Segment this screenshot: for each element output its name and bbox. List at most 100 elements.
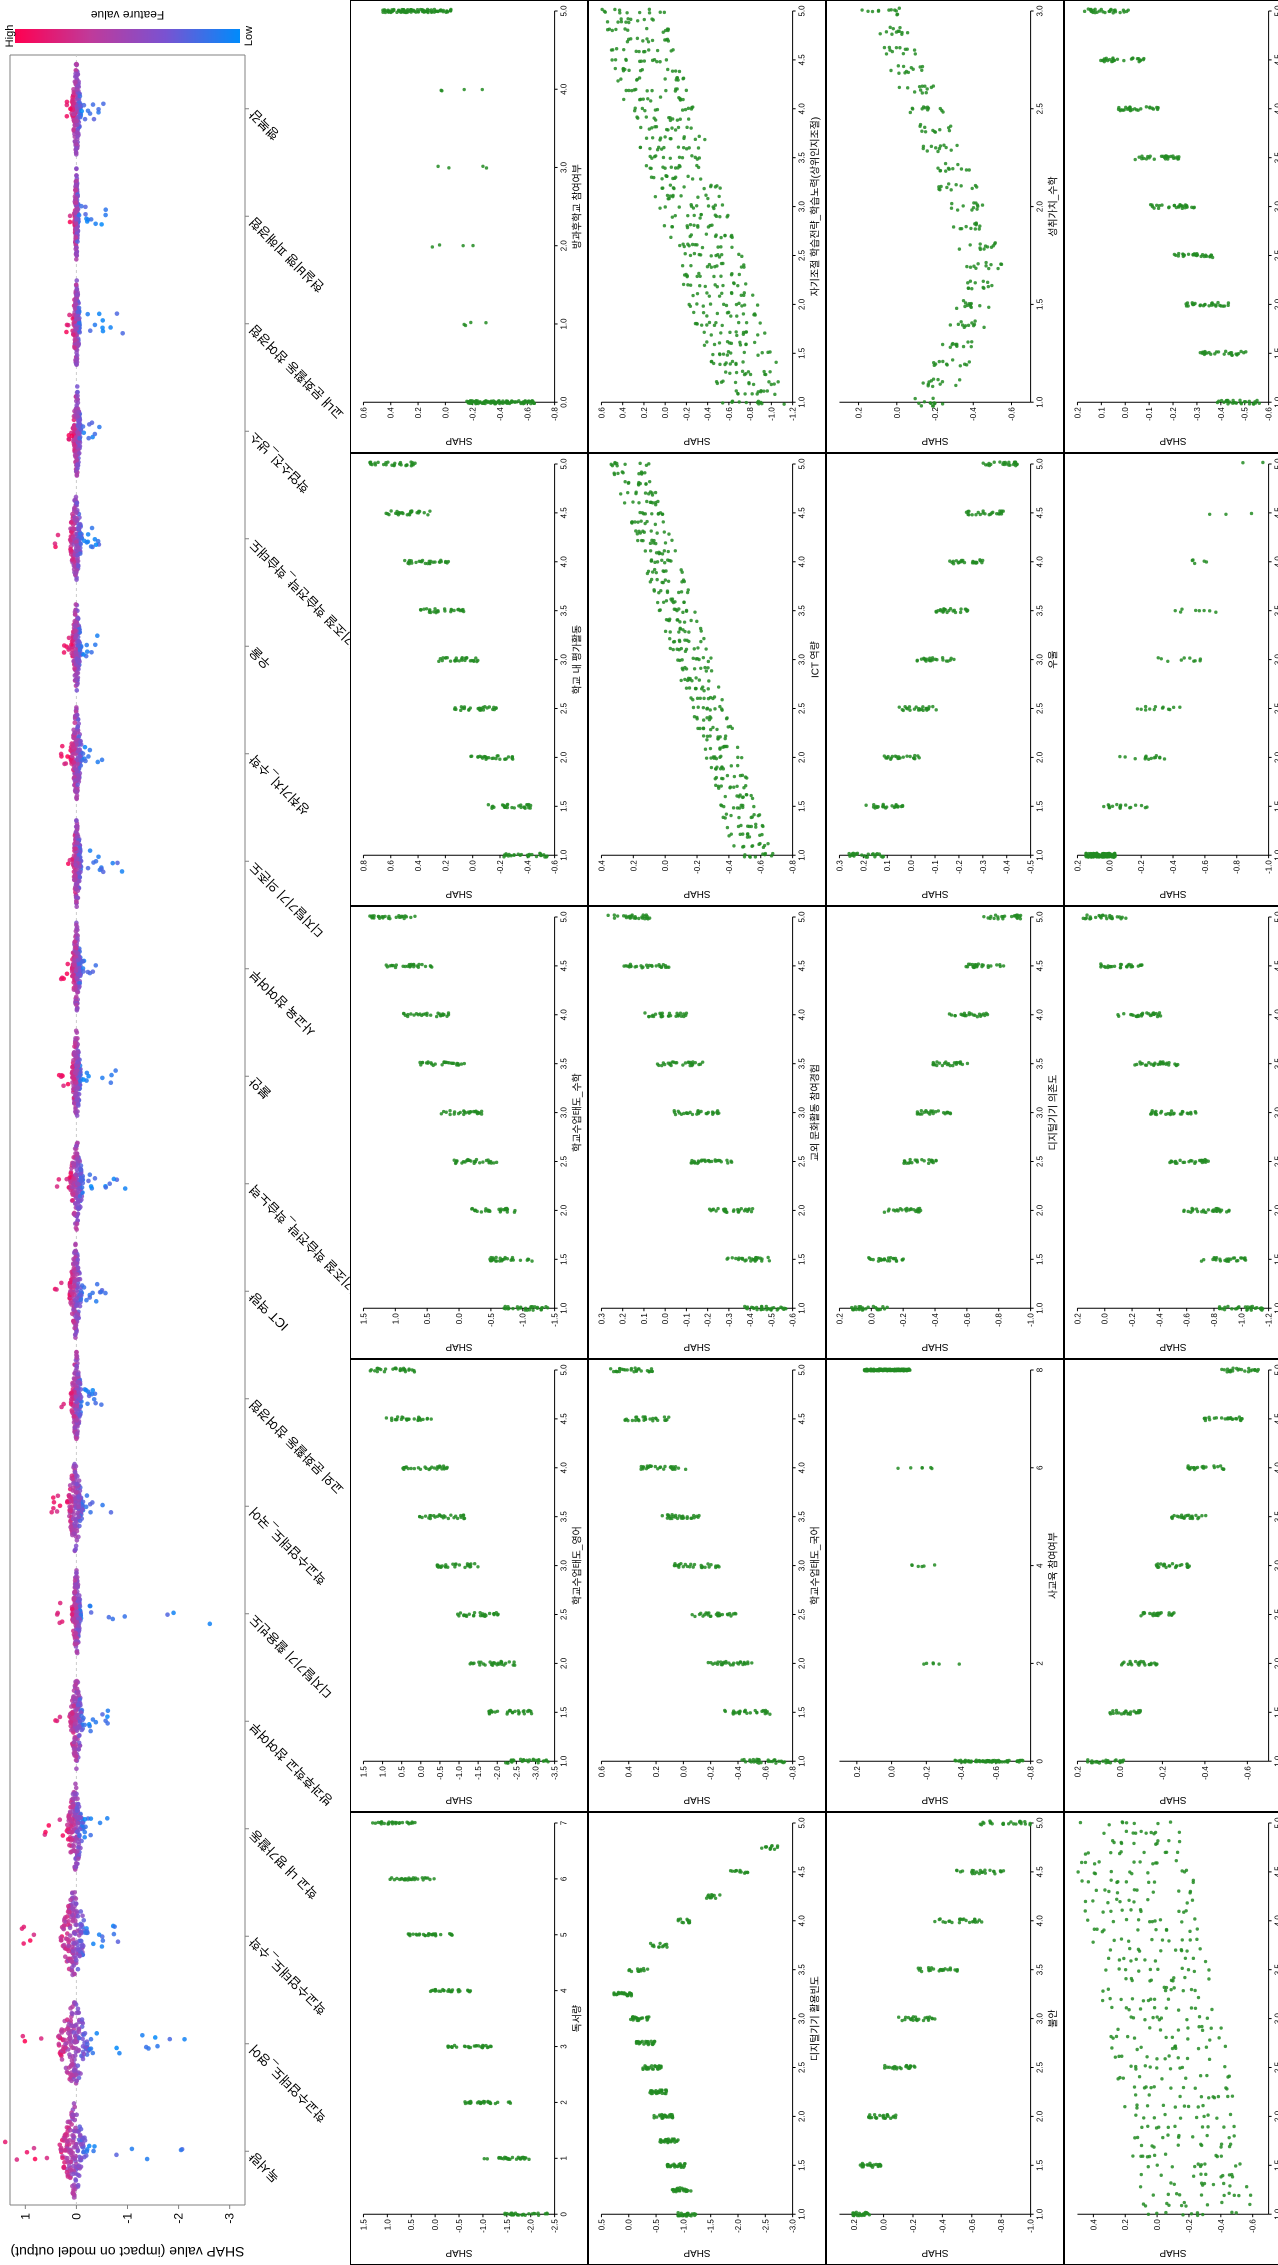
svg-text:2.5: 2.5 [560, 1608, 569, 1620]
svg-text:0.4: 0.4 [387, 407, 396, 419]
svg-text:4.0: 4.0 [560, 83, 569, 95]
summary-feature-label: 자기조절 학습전략_학습태도 [246, 537, 350, 657]
svg-text:5.0: 5.0 [798, 1817, 807, 1829]
colorbar [15, 29, 240, 43]
svg-text:2.5: 2.5 [560, 1155, 569, 1167]
summary-feature-label: 우울 [246, 644, 274, 672]
svg-text:0.0: 0.0 [417, 1766, 426, 1778]
svg-text:1.0: 1.0 [560, 1755, 569, 1767]
dependence-x-label: 학교수업태도_수학 [570, 1073, 583, 1152]
svg-text:3.5: 3.5 [798, 1964, 807, 1976]
svg-text:1.5: 1.5 [560, 1253, 569, 1265]
summary-feature-label: 교외 문화활동 참여경험 [247, 1397, 347, 1497]
svg-text:5.0: 5.0 [560, 911, 569, 923]
svg-text:SHAP: SHAP [445, 1794, 472, 1805]
svg-text:4.5: 4.5 [560, 507, 569, 519]
svg-text:SHAP: SHAP [445, 2247, 472, 2258]
svg-text:Low: Low [243, 26, 255, 46]
svg-text:-2.5: -2.5 [512, 1766, 521, 1780]
svg-text:-1.5: -1.5 [503, 2219, 512, 2233]
svg-text:1: 1 [560, 2156, 569, 2161]
svg-text:0.0: 0.0 [469, 860, 478, 872]
svg-text:-0.2: -0.2 [469, 407, 478, 421]
svg-text:1.5: 1.5 [359, 1313, 368, 1325]
dependence-plot-cell: -0.8-0.6-0.4-0.20.00.2SHAP02468사교육 참여여부 [826, 1359, 1064, 1812]
svg-text:3.0: 3.0 [560, 653, 569, 665]
svg-text:0.0: 0.0 [455, 1313, 464, 1325]
svg-text:-1.0: -1.0 [519, 1313, 528, 1327]
svg-text:-0.6: -0.6 [523, 407, 532, 421]
svg-text:2.5: 2.5 [560, 702, 569, 714]
dependence-plot-cell: -1.0-0.8-0.6-0.4-0.20.00.2SHAP1.01.52.02… [1064, 453, 1278, 906]
svg-text:1: 1 [18, 2213, 32, 2220]
svg-text:1.0: 1.0 [560, 849, 569, 861]
dependence-plot-cell: -2.5-2.0-1.5-1.0-0.50.00.51.01.5SHAP0123… [350, 1812, 588, 2265]
dependence-x-label: 학교수업태도_국어 [808, 1526, 821, 1605]
svg-text:2.0: 2.0 [560, 751, 569, 763]
dependence-plot-cell: -0.6-0.5-0.4-0.3-0.2-0.10.00.10.2SHAP1.0… [1064, 0, 1278, 453]
svg-text:1.5: 1.5 [560, 800, 569, 812]
dependence-x-label: 디지털기기 활용빈도 [808, 1976, 821, 2061]
svg-text:-1.5: -1.5 [551, 1313, 560, 1327]
svg-text:-3: -3 [223, 2213, 237, 2224]
summary-feature-label: 교내 문화활동 참여경험 [247, 322, 347, 422]
summary-feature-label: 성취가치_수학 [246, 752, 312, 818]
svg-text:-0.5: -0.5 [487, 1313, 496, 1327]
svg-text:-1.5: -1.5 [474, 1766, 483, 1780]
dependence-x-label: 불안 [1047, 2009, 1059, 2027]
dependence-x-label: 학교수업태도_영어 [570, 1526, 583, 1605]
summary-feature-label: 사교육 참여여부 [246, 967, 318, 1039]
svg-text:1.0: 1.0 [798, 2208, 807, 2220]
svg-text:-3.0: -3.0 [531, 1766, 540, 1780]
svg-text:0.0: 0.0 [560, 396, 569, 408]
svg-text:-0.5: -0.5 [436, 1766, 445, 1780]
svg-text:2.0: 2.0 [560, 240, 569, 252]
dependence-x-label: ICT 역량 [809, 641, 821, 678]
summary-feature-label: 디지털기기 활용빈도 [246, 1612, 335, 1701]
svg-text:0.6: 0.6 [387, 860, 396, 872]
svg-text:3.5: 3.5 [560, 1058, 569, 1070]
svg-text:-0.5: -0.5 [652, 2219, 661, 2233]
dependence-plot-cell: -3.0-2.5-2.0-1.5-1.0-0.50.00.5SHAP1.01.5… [588, 1812, 826, 2265]
svg-text:5.0: 5.0 [560, 5, 569, 17]
svg-text:2.5: 2.5 [798, 2061, 807, 2073]
svg-text:-2.5: -2.5 [551, 2219, 560, 2233]
shap-summary-plot: -3-2-101SHAP value (impact on model outp… [0, 0, 350, 2265]
svg-text:3.0: 3.0 [560, 1106, 569, 1118]
svg-text:1.5: 1.5 [798, 2159, 807, 2171]
svg-text:-2.0: -2.0 [734, 2219, 743, 2233]
svg-text:-1.0: -1.0 [679, 2219, 688, 2233]
svg-text:0.8: 0.8 [359, 860, 368, 872]
svg-text:2.0: 2.0 [560, 1204, 569, 1216]
dependence-x-label: 사교육 참여여부 [1047, 1532, 1059, 1599]
dependence-plot-grid: -2.5-2.0-1.5-1.0-0.50.00.51.01.5SHAP0123… [350, 0, 1278, 2265]
summary-feature-label: 학교수업태도_영어 [247, 2042, 330, 2125]
summary-feature-label: 학교수업태도_수학 [246, 1934, 329, 2017]
dependence-x-label: 우울 [1047, 650, 1059, 668]
svg-text:4.0: 4.0 [560, 1462, 569, 1474]
dependence-plot-cell: -0.6-0.5-0.4-0.3-0.2-0.10.00.10.20.3SHAP… [588, 906, 826, 1359]
svg-text:0.0: 0.0 [441, 407, 450, 419]
svg-text:3.0: 3.0 [560, 161, 569, 173]
svg-text:1.0: 1.0 [560, 318, 569, 330]
svg-text:3.5: 3.5 [560, 605, 569, 617]
svg-text:3.5: 3.5 [560, 1511, 569, 1523]
svg-text:SHAP: SHAP [683, 2247, 710, 2258]
svg-text:-1.5: -1.5 [707, 2219, 716, 2233]
dependence-plot-cell: -0.6-0.4-0.20.00.2SHAP1.01.52.02.53.03.5… [1064, 1359, 1278, 1812]
dependence-x-label: 디지털기기 의존도 [1047, 1075, 1059, 1151]
svg-text:-0.8: -0.8 [551, 407, 560, 421]
svg-text:3.0: 3.0 [560, 1559, 569, 1571]
summary-feature-label: 자기조절 학습전략_학습노력 [247, 1182, 350, 1302]
dependence-plot-cell: -0.8-0.6-0.4-0.20.00.20.40.6SHAP1.01.52.… [588, 1359, 826, 1812]
summary-feature-label: 독서량 [246, 2149, 282, 2185]
svg-text:5: 5 [560, 1932, 569, 1937]
svg-text:6: 6 [560, 1876, 569, 1881]
summary-feature-label: 불안 [246, 1074, 274, 1102]
svg-text:4.0: 4.0 [560, 1009, 569, 1021]
svg-text:4.0: 4.0 [798, 1915, 807, 1927]
summary-feature-label: 학교 내 평가활동 [246, 1827, 321, 1902]
svg-text:-0.4: -0.4 [523, 860, 532, 874]
summary-feature-label: ICT 역량 [246, 1289, 291, 1334]
svg-text:-3.5: -3.5 [551, 1766, 560, 1780]
